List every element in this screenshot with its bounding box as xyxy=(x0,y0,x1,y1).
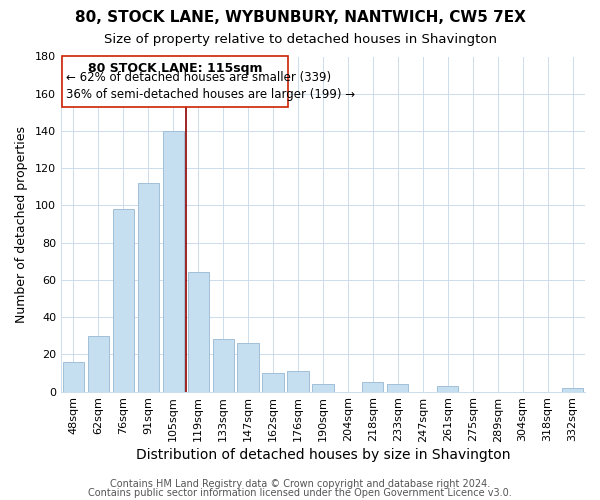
Bar xyxy=(113,209,134,392)
Bar xyxy=(362,382,383,392)
Bar xyxy=(62,56,288,107)
Bar xyxy=(238,343,259,392)
Text: 80, STOCK LANE, WYBUNBURY, NANTWICH, CW5 7EX: 80, STOCK LANE, WYBUNBURY, NANTWICH, CW5… xyxy=(74,10,526,25)
Bar xyxy=(562,388,583,392)
X-axis label: Distribution of detached houses by size in Shavington: Distribution of detached houses by size … xyxy=(136,448,510,462)
Bar xyxy=(437,386,458,392)
Bar xyxy=(137,183,159,392)
Text: Contains public sector information licensed under the Open Government Licence v3: Contains public sector information licen… xyxy=(88,488,512,498)
Bar xyxy=(88,336,109,392)
Text: 80 STOCK LANE: 115sqm: 80 STOCK LANE: 115sqm xyxy=(88,62,262,75)
Bar xyxy=(63,362,84,392)
Bar xyxy=(262,373,284,392)
Bar xyxy=(188,272,209,392)
Text: Size of property relative to detached houses in Shavington: Size of property relative to detached ho… xyxy=(104,32,497,46)
Bar xyxy=(387,384,409,392)
Y-axis label: Number of detached properties: Number of detached properties xyxy=(15,126,28,322)
Bar xyxy=(212,340,234,392)
Bar xyxy=(163,131,184,392)
Text: ← 62% of detached houses are smaller (339): ← 62% of detached houses are smaller (33… xyxy=(66,72,331,85)
Text: 36% of semi-detached houses are larger (199) →: 36% of semi-detached houses are larger (… xyxy=(66,88,355,101)
Bar xyxy=(287,371,308,392)
Bar xyxy=(313,384,334,392)
Text: Contains HM Land Registry data © Crown copyright and database right 2024.: Contains HM Land Registry data © Crown c… xyxy=(110,479,490,489)
